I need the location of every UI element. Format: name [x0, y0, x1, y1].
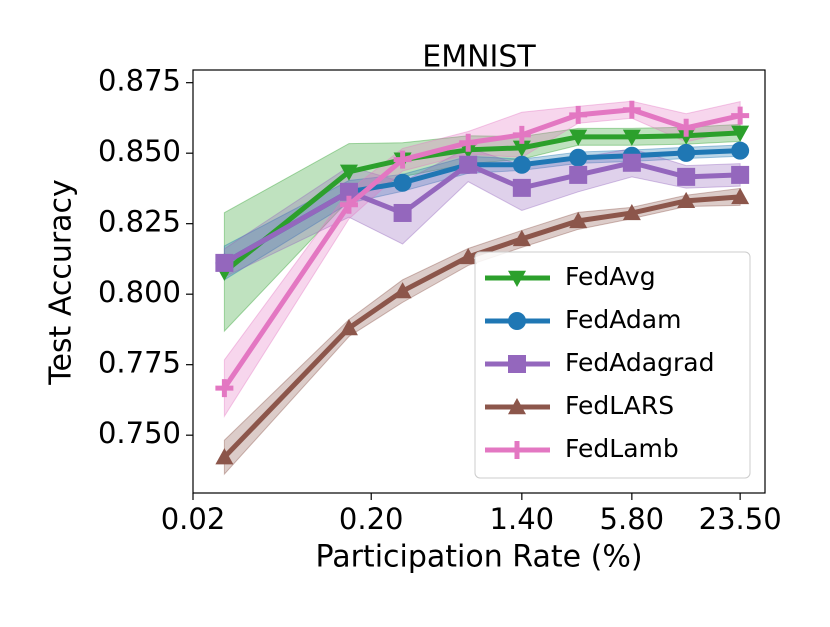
marker	[677, 143, 696, 162]
marker	[512, 140, 531, 157]
marker	[215, 379, 234, 398]
marker	[622, 129, 641, 146]
marker	[569, 211, 588, 229]
legend-marker	[508, 312, 526, 330]
x-tick-label: 5.80	[600, 502, 665, 536]
chart-title: EMNIST	[422, 40, 536, 75]
marker	[339, 164, 358, 181]
marker	[512, 125, 531, 144]
marker	[569, 129, 588, 146]
y-tick-label: 0.825	[98, 205, 181, 239]
x-tick-label: 0.02	[161, 502, 226, 536]
y-tick-label: 0.850	[98, 134, 181, 168]
x-tick-label: 1.40	[490, 502, 555, 536]
marker	[459, 155, 478, 174]
marker	[622, 153, 641, 172]
marker	[339, 319, 358, 336]
marker	[731, 125, 750, 142]
y-tick-label: 0.800	[98, 275, 181, 309]
marker	[569, 165, 588, 184]
marker	[677, 191, 696, 209]
legend-label: FedLARS	[565, 391, 674, 420]
marker	[731, 141, 750, 160]
marker	[569, 105, 588, 124]
marker	[622, 100, 641, 119]
legend-label: FedAdagrad	[565, 348, 714, 377]
marker	[677, 167, 696, 186]
legend-marker	[508, 441, 526, 459]
marker	[512, 229, 531, 247]
marker	[512, 155, 531, 174]
plot-frame	[192, 69, 766, 494]
marker	[569, 148, 588, 167]
marker	[677, 118, 696, 137]
y-tick-label: 0.775	[98, 346, 181, 380]
marker	[459, 247, 478, 265]
marker	[339, 195, 358, 214]
marker	[393, 282, 412, 299]
marker	[731, 165, 750, 184]
marker	[393, 203, 412, 222]
legend-label: FedLamb	[565, 434, 679, 463]
marker	[393, 150, 412, 169]
legend-marker	[508, 398, 526, 415]
marker	[459, 133, 478, 152]
marker	[215, 448, 234, 465]
y-tick-label: 0.750	[98, 416, 181, 450]
marker	[731, 106, 750, 125]
x-axis-label: Participation Rate (%)	[315, 540, 642, 575]
marker	[731, 187, 750, 205]
marker	[512, 178, 531, 197]
x-tick-label: 0.20	[339, 502, 404, 536]
legend-label: FedAdam	[565, 305, 681, 334]
x-tick-label: 23.50	[699, 502, 782, 536]
marker	[215, 253, 234, 272]
legend-marker	[508, 355, 526, 373]
marker	[393, 173, 412, 192]
marker	[339, 182, 358, 201]
legend-box	[474, 251, 751, 479]
y-tick-label: 0.875	[98, 64, 181, 98]
marker	[622, 203, 641, 221]
legend-marker	[508, 270, 526, 287]
legend-label: FedAvg	[565, 262, 656, 291]
y-axis-label: Test Accuracy	[44, 179, 79, 386]
